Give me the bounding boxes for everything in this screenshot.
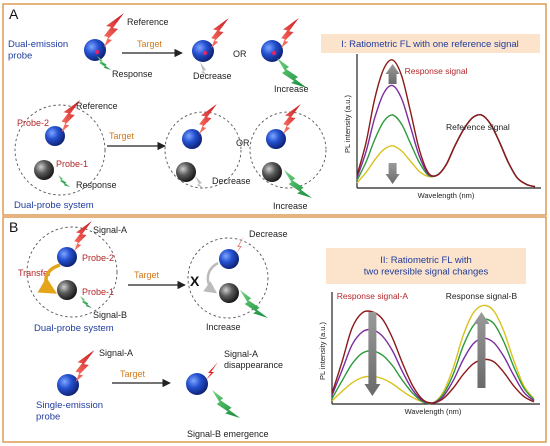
chart-ii-title: II: Ratiometric FL with two reversible si…	[364, 255, 489, 277]
probe-core-decrease	[202, 50, 208, 56]
probe-1-sphere-decrease	[176, 162, 196, 182]
response-signal-label: Response signal	[405, 66, 468, 76]
probe-1-label-b: Probe-1	[82, 287, 114, 297]
probe-2-sphere-increase	[266, 129, 286, 149]
response-signal-a-label: Response signal-A	[337, 291, 409, 301]
probe-2-sphere-after	[219, 249, 239, 269]
probe-2-label-b: Probe-2	[82, 253, 114, 263]
reference-label: Reference	[127, 17, 169, 27]
signal-b-label: Signal-B	[93, 310, 127, 320]
green-flash-icon	[97, 56, 111, 70]
fading-signal-a-flash-icon	[206, 362, 218, 380]
red-flash-icon	[74, 221, 92, 251]
dual-probe-after-boundary	[187, 237, 269, 319]
x-axis-label: Wavelength (nm)	[405, 407, 462, 416]
panel-a-frame	[2, 3, 547, 216]
red-flash-icon	[211, 18, 229, 48]
response-label: Response	[112, 69, 153, 79]
probe-sphere-increase	[261, 40, 283, 62]
probe-2-sphere	[45, 126, 65, 146]
panel-b-frame	[2, 216, 547, 443]
single-emission-sphere-after	[186, 373, 208, 395]
signal-a-disappearance-label: Signal-A disappearance	[224, 349, 283, 370]
increase-boundary	[249, 111, 327, 189]
series-line-4	[331, 304, 535, 405]
dual-probe-system-label: Dual-probe system	[14, 200, 94, 211]
decrease-label: Decrease	[193, 71, 232, 81]
reference-label-2: Reference	[76, 101, 118, 111]
green-flash-icon	[212, 390, 240, 418]
blocked-transfer-arrow	[203, 261, 219, 294]
chart-ii-title-box	[326, 248, 526, 284]
response-signal-b-label: Response signal-B	[446, 291, 518, 301]
red-flash-icon	[199, 104, 217, 134]
signal-a-decrease-arrow	[364, 312, 381, 396]
probe-core	[94, 49, 100, 55]
green-flash-icon	[240, 290, 268, 318]
signal-b-increase-arrow	[473, 312, 490, 388]
series-line-2	[356, 84, 536, 188]
fading-response-flash-icon	[195, 176, 204, 189]
increase-label: Increase	[274, 84, 309, 94]
signal-a-label: Signal-A	[93, 225, 127, 235]
dual-probe-boundary-b	[26, 226, 118, 318]
fading-response-flash-icon	[200, 62, 208, 76]
increase-label-b: Increase	[206, 322, 241, 332]
probe-2-sphere-decrease	[182, 129, 202, 149]
probe-1-sphere-increase	[262, 162, 282, 182]
panel-a-letter: A	[9, 6, 19, 22]
red-flash-icon	[75, 350, 95, 382]
panel-b-letter: B	[9, 219, 18, 235]
target-label-2: Target	[109, 131, 135, 141]
decrease-label-b: Decrease	[249, 229, 288, 239]
target-label: Target	[137, 39, 163, 49]
decrease-boundary	[164, 111, 242, 189]
transfer-arrow	[37, 263, 61, 294]
single-emission-sphere	[57, 374, 79, 396]
single-emission-probe-label: Single-emission probe	[36, 400, 103, 422]
reference-signal-label: Reference signal	[446, 122, 510, 132]
transfer-label: Transfer	[18, 268, 51, 278]
or-label-2: OR	[236, 138, 250, 148]
dual-probe-system-label-b: Dual-probe system	[34, 323, 114, 334]
chart-ii: PL intensity (a.u.) Wavelength (nm) Respon…	[318, 291, 540, 416]
x-mark: X	[190, 273, 200, 289]
probe-core-increase	[271, 50, 277, 56]
probe-sphere	[84, 39, 106, 61]
dual-emission-probe-label: Dual-emission probe	[8, 39, 68, 61]
y-axis-label: PL intensity (a.u.)	[343, 94, 352, 153]
decrease-label-2: Decrease	[212, 176, 251, 186]
response-label-2: Response	[76, 180, 117, 190]
dual-probe-boundary	[14, 104, 106, 196]
series-line-1	[356, 59, 536, 188]
target-label-b2: Target	[120, 369, 146, 379]
or-label: OR	[233, 49, 247, 59]
red-flash-icon	[281, 18, 299, 48]
green-flash-icon	[58, 175, 70, 187]
decrease-arrow	[385, 163, 400, 184]
chart-i: PL intensity (a.u.) Wavelength (nm) Respon…	[343, 54, 541, 200]
probe-1-sphere-b	[57, 280, 77, 300]
series-line-1	[331, 310, 535, 404]
probe-1-label: Probe-1	[56, 159, 88, 169]
increase-label-2: Increase	[273, 201, 308, 211]
signal-b-emergence-label: Signal-B emergence	[187, 429, 269, 439]
target-label-b: Target	[134, 270, 160, 280]
probe-2-label: Probe-2	[17, 118, 49, 128]
probe-1-sphere-after	[219, 283, 239, 303]
red-flash-icon	[104, 13, 124, 47]
green-flash-icon	[284, 170, 312, 198]
chart-i-title-box	[321, 34, 540, 53]
probe-2-sphere-b	[57, 247, 77, 267]
signal-a-label-2: Signal-A	[99, 348, 133, 358]
y-axis-label: PL intensity (a.u.)	[318, 321, 327, 380]
probe-1-sphere	[34, 160, 54, 180]
green-flash-icon	[80, 296, 92, 308]
probe-sphere-decrease	[192, 40, 214, 62]
red-flash-icon	[283, 104, 301, 134]
chart-i-title: I: Ratiometric FL with one reference sig…	[341, 39, 519, 50]
increase-arrow	[385, 64, 400, 84]
x-axis-label: Wavelength (nm)	[418, 191, 475, 200]
